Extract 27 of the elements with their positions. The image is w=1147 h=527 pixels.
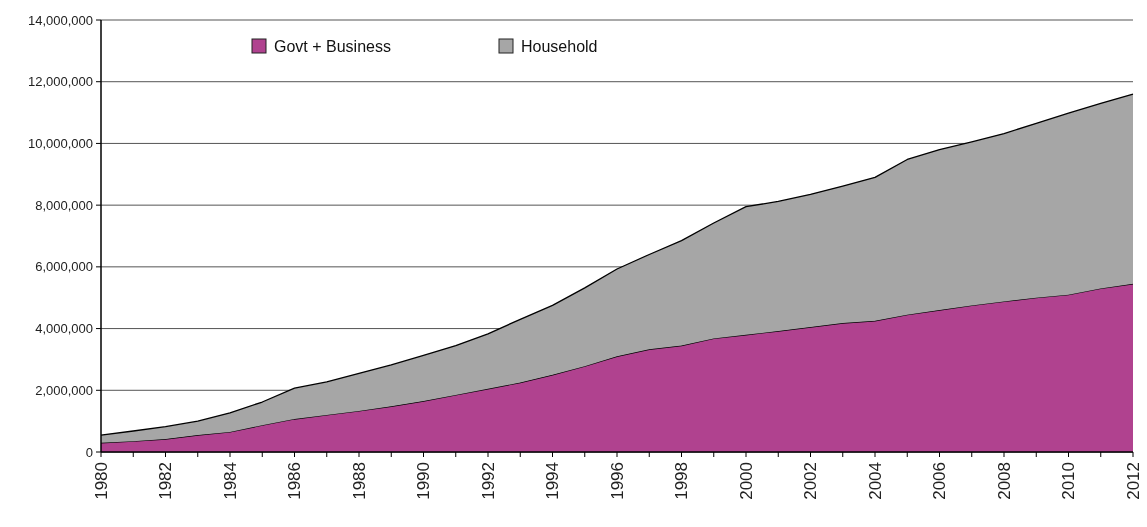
x-tick-label: 2004	[865, 462, 885, 500]
x-tick-label: 2002	[801, 462, 821, 500]
x-tick-label: 1980	[91, 462, 111, 500]
x-tick-label: 1996	[607, 462, 627, 500]
y-tick-label: 6,000,000	[35, 259, 93, 275]
x-tick-label: 2012	[1123, 462, 1143, 500]
y-tick-label: 10,000,000	[27, 135, 93, 151]
y-tick-label: 4,000,000	[35, 321, 93, 337]
y-tick-label: 12,000,000	[27, 74, 93, 90]
y-tick-label: 14,000,000	[27, 12, 93, 28]
x-tick-label: 2006	[930, 462, 950, 500]
x-tick-label: 1988	[349, 462, 369, 500]
x-tick-label: 2000	[736, 462, 756, 500]
x-tick-label: 1984	[220, 462, 240, 500]
legend-label: Govt + Business	[274, 37, 391, 55]
x-tick-label: 1986	[285, 462, 305, 500]
x-tick-label: 1998	[672, 462, 692, 500]
y-tick-label: 2,000,000	[35, 382, 93, 398]
x-tick-label: 1992	[478, 462, 498, 500]
x-tick-label: 2010	[1059, 462, 1079, 500]
x-tick-label: 1982	[156, 462, 176, 500]
x-tick-label: 1994	[543, 462, 563, 500]
y-tick-label: 0	[85, 444, 93, 460]
x-tick-label: 1990	[414, 462, 434, 500]
x-tick-label: 2008	[994, 462, 1014, 500]
y-tick-label: 8,000,000	[35, 197, 93, 213]
legend-label: Household	[521, 37, 598, 55]
